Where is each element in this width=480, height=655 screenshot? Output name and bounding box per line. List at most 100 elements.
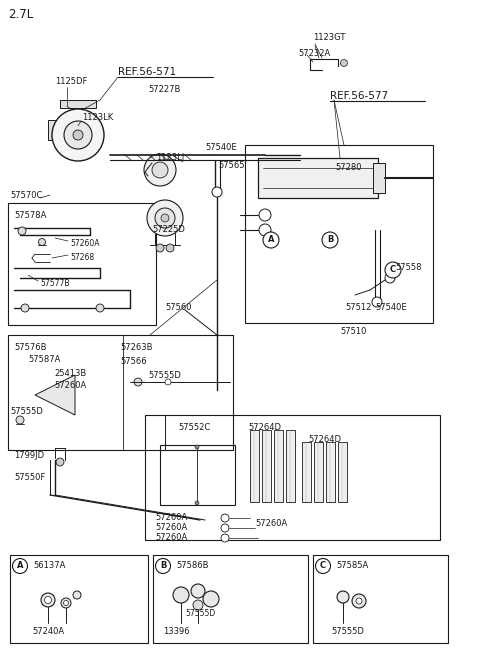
Circle shape xyxy=(263,232,279,248)
Circle shape xyxy=(12,559,27,574)
Text: 57578A: 57578A xyxy=(14,210,47,219)
Bar xyxy=(250,430,259,502)
Bar xyxy=(160,445,235,505)
Text: A: A xyxy=(17,561,23,571)
Text: 1123LJ: 1123LJ xyxy=(156,153,184,162)
Text: 57540E: 57540E xyxy=(205,143,237,153)
Text: 57560: 57560 xyxy=(165,303,192,312)
Text: 1123LK: 1123LK xyxy=(82,113,113,122)
Circle shape xyxy=(156,559,170,574)
Text: 57577B: 57577B xyxy=(40,278,70,288)
Text: 57268: 57268 xyxy=(70,252,94,261)
Text: 57558: 57558 xyxy=(395,263,421,272)
Text: 57263B: 57263B xyxy=(120,343,153,352)
Bar xyxy=(245,145,433,323)
Text: 2.7L: 2.7L xyxy=(8,7,33,20)
Circle shape xyxy=(372,297,382,307)
Circle shape xyxy=(385,262,401,278)
Text: 57264D: 57264D xyxy=(248,422,281,432)
Bar xyxy=(286,430,295,502)
Text: C: C xyxy=(390,265,396,274)
Circle shape xyxy=(195,501,199,505)
Circle shape xyxy=(41,593,55,607)
Circle shape xyxy=(63,601,69,605)
Text: 57586B: 57586B xyxy=(176,561,208,571)
Circle shape xyxy=(259,224,271,236)
Text: 57550F: 57550F xyxy=(14,474,45,483)
Circle shape xyxy=(221,514,229,522)
Circle shape xyxy=(144,154,176,186)
Circle shape xyxy=(18,227,26,235)
Text: 13396: 13396 xyxy=(163,626,190,635)
Text: 57280: 57280 xyxy=(335,162,361,172)
Bar xyxy=(326,442,335,502)
Circle shape xyxy=(212,187,222,197)
Text: 57260A: 57260A xyxy=(70,238,99,248)
Circle shape xyxy=(156,244,164,252)
Circle shape xyxy=(52,109,104,161)
Circle shape xyxy=(152,162,168,178)
Circle shape xyxy=(161,214,169,222)
Text: 57260A: 57260A xyxy=(255,519,287,527)
Circle shape xyxy=(165,379,171,385)
Circle shape xyxy=(155,208,175,228)
Text: 56137A: 56137A xyxy=(33,561,65,571)
Text: 57555D: 57555D xyxy=(148,371,181,379)
Polygon shape xyxy=(35,375,75,415)
Bar xyxy=(10,555,148,643)
Circle shape xyxy=(173,587,189,603)
Text: 57565: 57565 xyxy=(218,160,244,170)
Text: B: B xyxy=(160,561,166,571)
Circle shape xyxy=(21,304,29,312)
Bar xyxy=(262,430,271,502)
Circle shape xyxy=(38,238,46,246)
Circle shape xyxy=(147,200,183,236)
Circle shape xyxy=(73,130,83,140)
Text: REF.56-577: REF.56-577 xyxy=(330,91,388,101)
Circle shape xyxy=(166,244,174,252)
Text: 57264D: 57264D xyxy=(308,436,341,445)
Circle shape xyxy=(73,591,81,599)
Text: B: B xyxy=(327,236,333,244)
Circle shape xyxy=(96,304,104,312)
Circle shape xyxy=(259,209,271,221)
Bar xyxy=(314,442,323,502)
Text: 57552C: 57552C xyxy=(178,422,210,432)
Circle shape xyxy=(337,591,349,603)
Text: 57555D: 57555D xyxy=(185,608,215,618)
Text: 57232A: 57232A xyxy=(298,48,330,58)
Bar xyxy=(338,442,347,502)
Circle shape xyxy=(193,600,203,610)
Bar xyxy=(145,415,440,540)
Circle shape xyxy=(45,597,51,603)
Bar xyxy=(153,555,308,643)
Circle shape xyxy=(134,378,142,386)
Text: C: C xyxy=(320,561,326,571)
Text: 57512: 57512 xyxy=(345,303,372,312)
Text: 1125DF: 1125DF xyxy=(55,77,87,86)
Circle shape xyxy=(352,594,366,608)
Circle shape xyxy=(221,534,229,542)
Circle shape xyxy=(356,598,362,604)
Bar xyxy=(48,120,58,140)
Text: 57260A: 57260A xyxy=(54,381,86,390)
Circle shape xyxy=(16,416,24,424)
Text: 57260A: 57260A xyxy=(155,514,187,523)
Circle shape xyxy=(322,232,338,248)
Text: 57587A: 57587A xyxy=(28,356,60,364)
Text: 57225D: 57225D xyxy=(152,225,185,234)
Bar xyxy=(302,442,311,502)
Bar xyxy=(60,100,96,108)
Circle shape xyxy=(340,60,348,67)
Text: 57227B: 57227B xyxy=(148,84,180,94)
Text: 57240A: 57240A xyxy=(32,626,64,635)
Text: 57555D: 57555D xyxy=(10,407,43,417)
Circle shape xyxy=(191,584,205,598)
Circle shape xyxy=(385,273,395,283)
Circle shape xyxy=(56,458,64,466)
Bar xyxy=(8,335,233,450)
Text: 25413B: 25413B xyxy=(54,369,86,377)
Circle shape xyxy=(61,598,71,608)
Bar xyxy=(274,430,283,502)
Bar xyxy=(8,203,156,325)
